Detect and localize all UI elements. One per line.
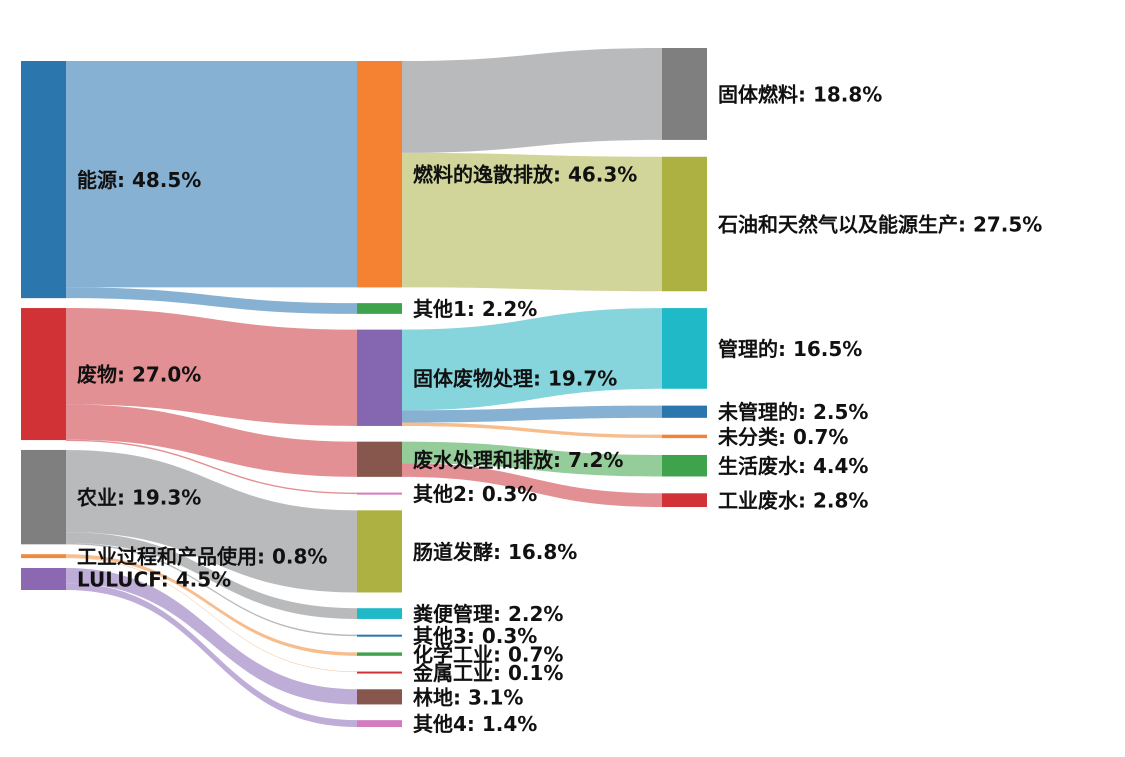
node-label: 废物: 27.0% (77, 363, 201, 387)
link (402, 463, 662, 507)
link (66, 308, 357, 426)
node-label: 燃料的逸散排放: 46.3% (413, 163, 637, 187)
link (402, 152, 662, 292)
node-label: 石油和天然气以及能源生产: 27.5% (717, 213, 1042, 237)
link (402, 308, 662, 411)
link (66, 532, 357, 619)
link (66, 557, 357, 673)
node (662, 308, 707, 389)
node-label: 管理的: 16.5% (718, 337, 862, 361)
node-label: 未分类: 0.7% (718, 425, 848, 449)
node-label: 林地: 3.1% (413, 685, 523, 709)
node-label: 生活废水: 4.4% (718, 454, 868, 478)
node (21, 449, 66, 545)
link (402, 48, 662, 153)
link (66, 542, 357, 637)
node-label: 其他2: 0.3% (413, 482, 537, 506)
link (66, 61, 357, 288)
node-label: 固体废物处理: 19.7% (413, 366, 617, 390)
link (66, 404, 357, 477)
link (66, 449, 357, 593)
node-label: 固体燃料: 18.8% (718, 82, 882, 106)
node (662, 434, 707, 439)
node (357, 652, 402, 656)
node-label: 其他1: 2.2% (413, 297, 537, 321)
link (402, 422, 662, 439)
link (402, 441, 662, 477)
node (21, 61, 66, 299)
link (66, 554, 357, 656)
link (66, 583, 357, 727)
node (662, 48, 707, 140)
node-label: 工业废水: 2.8% (718, 489, 868, 513)
node (357, 61, 402, 288)
node (662, 493, 707, 507)
node (357, 441, 402, 477)
link (66, 567, 357, 705)
node (662, 454, 707, 477)
node (357, 329, 402, 426)
node (357, 492, 402, 495)
node-label: 肠道发酵: 16.8% (413, 540, 577, 564)
node-label: 其他3: 0.3% (413, 624, 537, 648)
node-label: 粪便管理: 2.2% (413, 602, 563, 626)
node (662, 156, 707, 292)
node-label: 化学工业: 0.7% (413, 643, 563, 667)
node (357, 720, 402, 727)
node-label: 工业过程和产品使用: 0.8% (77, 545, 327, 569)
node (21, 554, 66, 559)
node (21, 567, 66, 590)
link (66, 439, 357, 495)
node-label: 其他4: 1.4% (413, 712, 537, 736)
node-label: 金属工业: 0.1% (412, 661, 563, 685)
node (357, 510, 402, 593)
node (357, 303, 402, 314)
node-label: 农业: 19.3% (76, 486, 201, 510)
link (402, 405, 662, 423)
node-label: LULUCF: 4.5% (77, 567, 231, 591)
node (357, 608, 402, 619)
node (357, 689, 402, 705)
node (21, 308, 66, 441)
node-label: 能源: 48.5% (77, 168, 201, 192)
link (66, 287, 357, 314)
node (357, 634, 402, 637)
node (357, 671, 402, 674)
node-label: 废水处理和排放: 7.2% (413, 448, 623, 472)
node-label: 未管理的: 2.5% (718, 400, 868, 424)
node (662, 405, 707, 418)
